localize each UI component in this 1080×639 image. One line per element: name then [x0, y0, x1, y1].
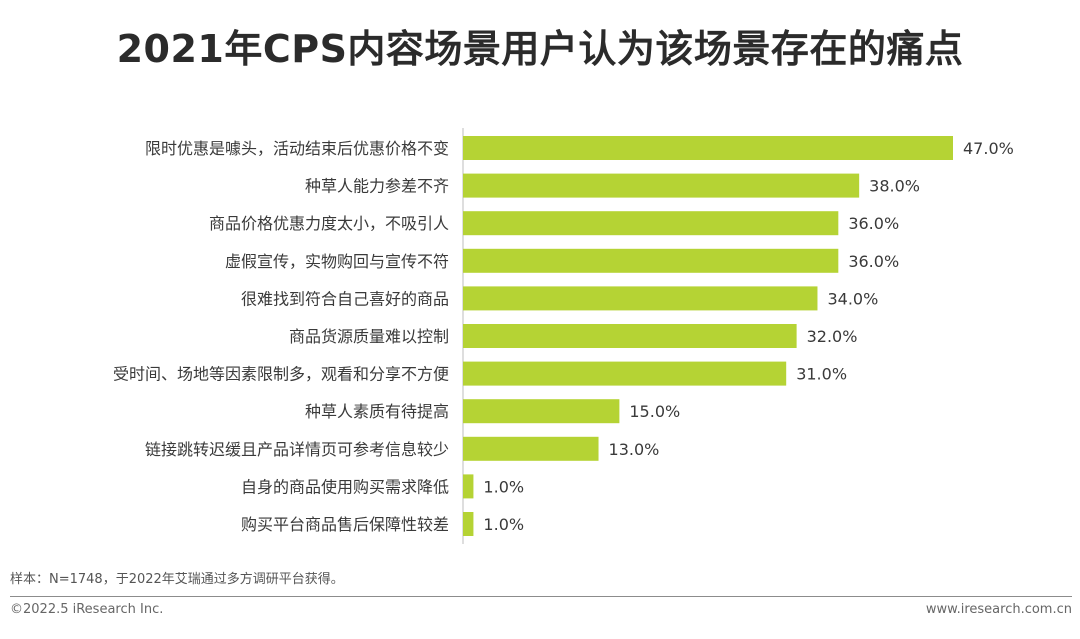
bar	[463, 436, 599, 461]
value-label: 47.0%	[963, 139, 1014, 158]
bar	[463, 136, 953, 160]
category-label: 很难找到符合自己喜好的商品	[241, 289, 449, 308]
value-label: 13.0%	[609, 440, 660, 459]
category-label: 种草人素质有待提高	[305, 402, 449, 421]
category-label: 商品价格优惠力度太小，不吸引人	[209, 214, 449, 233]
category-label: 购买平台商品售后保障性较差	[241, 515, 449, 534]
bar	[463, 173, 860, 198]
chart-title: 2021年CPS内容场景用户认为该场景存在的痛点	[116, 27, 964, 71]
value-label: 1.0%	[483, 515, 524, 534]
value-label: 32.0%	[807, 327, 858, 346]
category-label: 链接跳转迟缓且产品详情页可参考信息较少	[145, 440, 449, 459]
category-label: 受时间、场地等因素限制多，观看和分享不方便	[113, 365, 449, 384]
bar	[463, 211, 839, 236]
bar	[463, 286, 818, 311]
footer-divider	[10, 596, 1072, 597]
category-label: 种草人能力参差不齐	[305, 177, 449, 196]
website-link[interactable]: www.iresearch.com.cn	[925, 602, 1072, 617]
sample-footnote: 样本：N=1748，于2022年艾瑞通过多方调研平台获得。	[10, 572, 344, 587]
value-label: 38.0%	[869, 177, 920, 196]
bar	[463, 399, 620, 424]
category-label: 虚假宣传，实物购回与宣传不符	[225, 252, 449, 271]
bar-chart: 限时优惠是噱头，活动结束后优惠价格不变 47.0% 种草人能力参差不齐 38.0% 商品…	[113, 128, 1014, 544]
value-label: 15.0%	[629, 402, 680, 421]
value-label: 34.0%	[827, 289, 878, 308]
copyright-text: ©2022.5 iResearch Inc.	[10, 602, 164, 617]
category-label: 限时优惠是噱头，活动结束后优惠价格不变	[145, 139, 449, 158]
value-label: 36.0%	[848, 252, 899, 271]
bar	[463, 474, 474, 499]
bar	[463, 512, 474, 536]
category-label: 商品货源质量难以控制	[289, 327, 449, 346]
value-label: 36.0%	[848, 214, 899, 233]
bar	[463, 361, 787, 386]
bar	[463, 248, 839, 273]
category-label: 自身的商品使用购买需求降低	[241, 477, 449, 496]
value-label: 1.0%	[483, 477, 524, 496]
bar	[463, 324, 797, 348]
value-label: 31.0%	[796, 365, 847, 384]
